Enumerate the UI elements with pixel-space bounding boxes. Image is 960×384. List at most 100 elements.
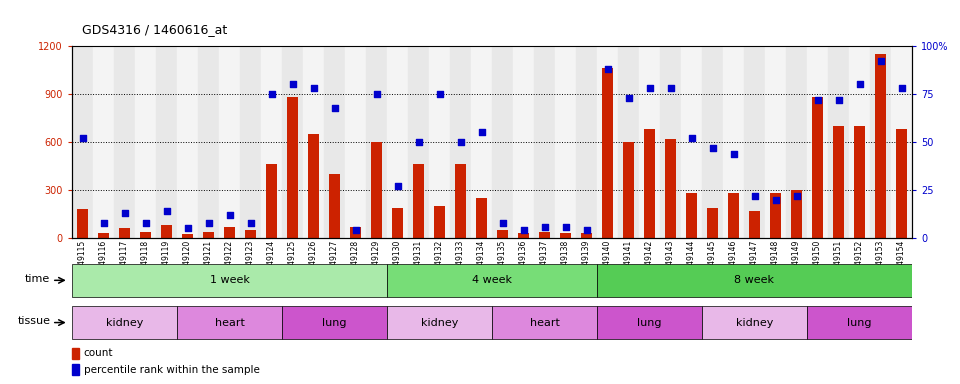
Point <box>222 212 237 218</box>
Point <box>768 197 783 203</box>
Point <box>579 227 594 233</box>
Bar <box>72 348 79 359</box>
Bar <box>387 264 597 297</box>
Bar <box>896 129 907 238</box>
Bar <box>282 306 387 339</box>
Point <box>852 81 867 88</box>
Bar <box>664 139 676 238</box>
Bar <box>702 46 723 238</box>
Bar <box>328 174 340 238</box>
Bar <box>98 233 109 238</box>
Bar <box>349 227 361 238</box>
Point <box>705 145 720 151</box>
Point <box>810 97 826 103</box>
Bar <box>832 126 844 238</box>
Bar <box>812 97 824 238</box>
Bar <box>891 46 912 238</box>
Point <box>600 66 615 72</box>
Bar <box>849 46 870 238</box>
Bar <box>203 232 214 238</box>
Bar <box>140 232 152 238</box>
Text: time: time <box>25 273 51 284</box>
Bar <box>245 230 256 238</box>
Bar <box>72 264 387 297</box>
Point <box>537 223 552 230</box>
Point <box>621 95 636 101</box>
Point <box>390 183 405 189</box>
Bar <box>728 193 739 238</box>
Bar <box>177 306 282 339</box>
Bar <box>434 206 445 238</box>
Point <box>348 227 363 233</box>
Text: kidney: kidney <box>106 318 143 328</box>
Bar <box>791 190 803 238</box>
Point <box>726 151 741 157</box>
Bar <box>555 46 576 238</box>
Bar <box>392 208 403 238</box>
Text: kidney: kidney <box>735 318 773 328</box>
Bar <box>72 46 93 238</box>
Bar <box>807 306 912 339</box>
Point <box>201 220 216 226</box>
Bar <box>181 234 193 238</box>
Bar <box>324 46 345 238</box>
Bar <box>597 46 618 238</box>
Text: heart: heart <box>215 318 245 328</box>
Bar <box>496 230 508 238</box>
Text: heart: heart <box>530 318 560 328</box>
Bar <box>387 306 492 339</box>
Bar <box>282 46 303 238</box>
Point <box>432 91 447 97</box>
Bar <box>576 46 597 238</box>
Bar <box>77 209 88 238</box>
Bar <box>539 232 550 238</box>
Point <box>264 91 279 97</box>
Point <box>158 208 174 214</box>
Bar <box>875 54 886 238</box>
Bar <box>429 46 450 238</box>
Bar <box>93 46 114 238</box>
Bar <box>303 46 324 238</box>
Bar <box>681 46 702 238</box>
Bar <box>770 193 781 238</box>
Bar <box>287 97 299 238</box>
Bar <box>660 46 681 238</box>
Point <box>411 139 426 145</box>
Point <box>75 135 90 141</box>
Bar <box>114 46 135 238</box>
Bar <box>597 264 912 297</box>
Bar <box>492 46 513 238</box>
Bar <box>744 46 765 238</box>
Bar <box>476 198 488 238</box>
Bar <box>765 46 786 238</box>
Bar <box>135 46 156 238</box>
Bar <box>261 46 282 238</box>
Bar <box>723 46 744 238</box>
Point <box>684 135 699 141</box>
Bar <box>240 46 261 238</box>
Bar <box>786 46 807 238</box>
Bar <box>413 164 424 238</box>
Point <box>873 58 888 65</box>
Bar <box>177 46 198 238</box>
Bar <box>455 164 467 238</box>
Bar <box>581 233 592 238</box>
Bar <box>345 46 366 238</box>
Point <box>180 225 195 232</box>
Bar <box>492 306 597 339</box>
Text: GDS4316 / 1460616_at: GDS4316 / 1460616_at <box>82 23 227 36</box>
Point <box>747 193 762 199</box>
Bar <box>828 46 849 238</box>
Text: 1 week: 1 week <box>209 275 250 285</box>
Text: lung: lung <box>323 318 347 328</box>
Bar <box>639 46 660 238</box>
Bar <box>513 46 534 238</box>
Text: count: count <box>84 348 113 358</box>
Text: lung: lung <box>637 318 661 328</box>
Point <box>474 129 490 136</box>
Point <box>326 104 342 111</box>
Bar <box>602 68 613 238</box>
Bar <box>618 46 639 238</box>
Point <box>642 85 658 91</box>
Point <box>117 210 132 216</box>
